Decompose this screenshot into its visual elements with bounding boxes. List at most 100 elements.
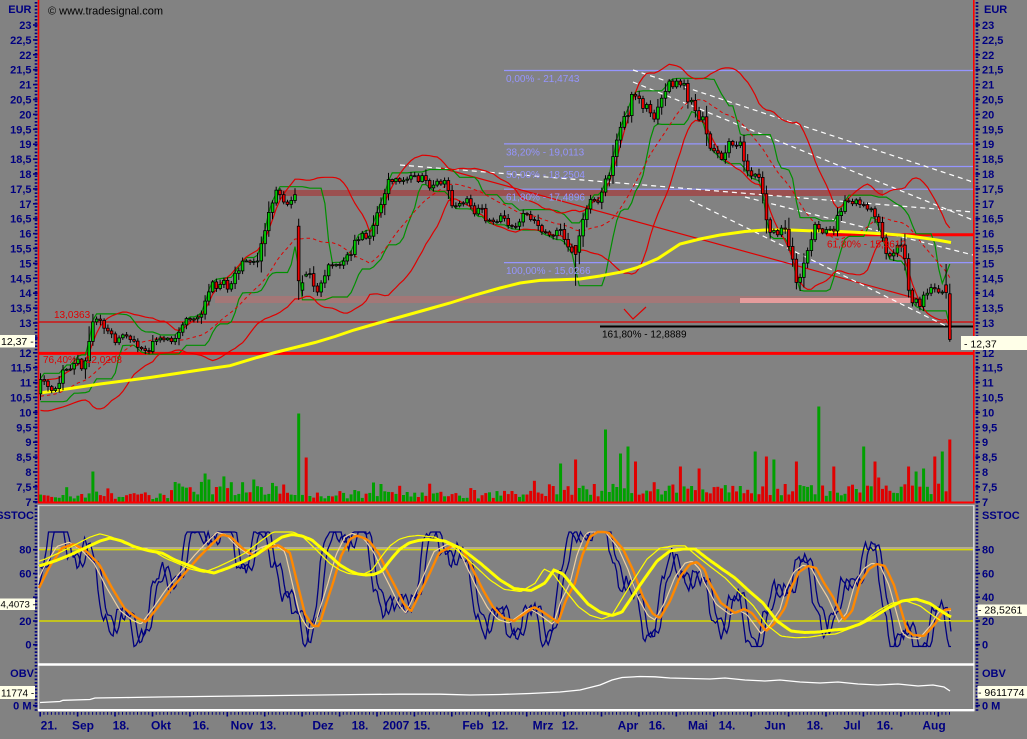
svg-text:18: 18 (982, 169, 994, 181)
svg-text:21: 21 (19, 80, 31, 92)
svg-text:50,00% - 18,2504: 50,00% - 18,2504 (506, 170, 585, 181)
svg-text:38,20% - 19,0113: 38,20% - 19,0113 (506, 147, 585, 158)
svg-text:Nov: Nov (231, 719, 254, 733)
svg-text:Jul: Jul (843, 719, 860, 733)
svg-text:22: 22 (982, 50, 994, 62)
svg-text:18.: 18. (807, 719, 824, 733)
svg-text:21.: 21. (41, 719, 58, 733)
svg-text:14,5: 14,5 (10, 273, 31, 285)
svg-text:16.: 16. (877, 719, 894, 733)
svg-text:Mrz: Mrz (533, 719, 554, 733)
svg-text:23: 23 (19, 20, 31, 32)
svg-text:7: 7 (25, 497, 31, 509)
svg-text:2007: 2007 (383, 719, 410, 733)
svg-text:0 M: 0 M (982, 701, 1000, 713)
svg-text:60: 60 (982, 569, 994, 581)
svg-text:80: 80 (982, 545, 994, 557)
svg-text:© www.tradesignal.com: © www.tradesignal.com (48, 6, 163, 18)
svg-text:16: 16 (19, 229, 31, 241)
svg-text:16.: 16. (649, 719, 666, 733)
svg-text:7,5: 7,5 (16, 482, 31, 494)
svg-text:7: 7 (982, 497, 988, 509)
svg-text:12.: 12. (562, 719, 579, 733)
svg-text:15,5: 15,5 (982, 244, 1003, 256)
svg-text:22,5: 22,5 (10, 35, 31, 47)
svg-text:SSTOC: SSTOC (0, 510, 34, 522)
svg-text:18: 18 (19, 169, 31, 181)
svg-text:- 9611774: - 9611774 (978, 687, 1025, 699)
svg-text:8: 8 (982, 467, 988, 479)
svg-text:12: 12 (19, 348, 31, 360)
svg-text:SSTOC: SSTOC (982, 510, 1020, 522)
svg-text:16.: 16. (193, 719, 210, 733)
svg-text:8,5: 8,5 (982, 452, 997, 464)
svg-text:100,00% - 15,0266: 100,00% - 15,0266 (506, 266, 591, 277)
svg-text:13: 13 (982, 318, 994, 330)
svg-text:14: 14 (982, 288, 995, 300)
svg-text:16,5: 16,5 (982, 214, 1003, 226)
svg-text:0: 0 (25, 640, 31, 652)
svg-text:Sep: Sep (72, 719, 94, 733)
svg-text:Dez: Dez (312, 719, 333, 733)
svg-text:17,5: 17,5 (10, 184, 31, 196)
svg-text:8,5: 8,5 (16, 452, 31, 464)
svg-text:11774 -: 11774 - (1, 689, 34, 700)
svg-text:12,37 -: 12,37 - (1, 336, 34, 348)
svg-text:11: 11 (20, 378, 32, 390)
svg-text:10,5: 10,5 (982, 393, 1003, 405)
svg-text:18,5: 18,5 (10, 154, 31, 166)
svg-text:0: 0 (982, 640, 988, 652)
svg-text:8: 8 (25, 467, 31, 479)
svg-text:15: 15 (982, 258, 994, 270)
svg-text:16,5: 16,5 (10, 214, 31, 226)
svg-text:14: 14 (19, 288, 32, 300)
svg-text:161,80% - 12,8889: 161,80% - 12,8889 (602, 330, 687, 341)
svg-text:20: 20 (982, 109, 994, 121)
svg-text:11,5: 11,5 (982, 363, 1003, 375)
svg-text:17: 17 (19, 199, 31, 211)
svg-text:15.: 15. (414, 719, 431, 733)
svg-text:9,5: 9,5 (982, 422, 997, 434)
svg-text:17,5: 17,5 (982, 184, 1003, 196)
svg-text:11: 11 (982, 378, 994, 390)
svg-text:76,40% - 12,0208: 76,40% - 12,0208 (43, 355, 122, 366)
svg-text:10: 10 (982, 407, 994, 419)
svg-text:20,5: 20,5 (10, 95, 31, 107)
svg-text:EUR: EUR (984, 4, 1007, 16)
svg-text:0,00% - 21,4743: 0,00% - 21,4743 (506, 74, 580, 85)
svg-text:Feb: Feb (462, 719, 483, 733)
svg-text:- 12,37: - 12,37 (964, 339, 997, 351)
svg-text:13: 13 (19, 318, 31, 330)
svg-text:19,5: 19,5 (982, 124, 1003, 136)
svg-text:4,4073 -: 4,4073 - (1, 600, 36, 611)
svg-text:Okt: Okt (151, 719, 171, 733)
svg-text:12.: 12. (492, 719, 509, 733)
svg-text:EUR: EUR (8, 4, 31, 16)
svg-text:14.: 14. (719, 719, 736, 733)
svg-text:18.: 18. (352, 719, 369, 733)
svg-text:13,0363: 13,0363 (54, 310, 91, 321)
svg-text:61,80% - 15,9612: 61,80% - 15,9612 (827, 240, 906, 251)
svg-text:Mai: Mai (688, 719, 708, 733)
svg-text:22: 22 (19, 50, 31, 62)
svg-text:22,5: 22,5 (982, 35, 1003, 47)
svg-text:17: 17 (982, 199, 994, 211)
svg-text:19,5: 19,5 (10, 124, 31, 136)
svg-text:10: 10 (19, 407, 31, 419)
svg-text:13.: 13. (260, 719, 277, 733)
svg-text:20: 20 (982, 616, 994, 628)
svg-text:21,5: 21,5 (10, 65, 31, 77)
svg-text:OBV: OBV (982, 668, 1007, 680)
svg-text:80: 80 (19, 545, 31, 557)
svg-text:61,80% - 17,4896: 61,80% - 17,4896 (506, 193, 585, 204)
svg-text:9: 9 (982, 437, 988, 449)
svg-text:15: 15 (19, 258, 31, 270)
svg-text:10,5: 10,5 (10, 393, 31, 405)
svg-text:OBV: OBV (10, 668, 35, 680)
svg-text:20: 20 (19, 109, 31, 121)
svg-text:Jun: Jun (764, 719, 785, 733)
svg-text:- 28,5261: - 28,5261 (978, 605, 1023, 617)
svg-text:11,5: 11,5 (11, 363, 32, 375)
svg-text:19: 19 (982, 139, 994, 151)
svg-text:Apr: Apr (618, 719, 639, 733)
